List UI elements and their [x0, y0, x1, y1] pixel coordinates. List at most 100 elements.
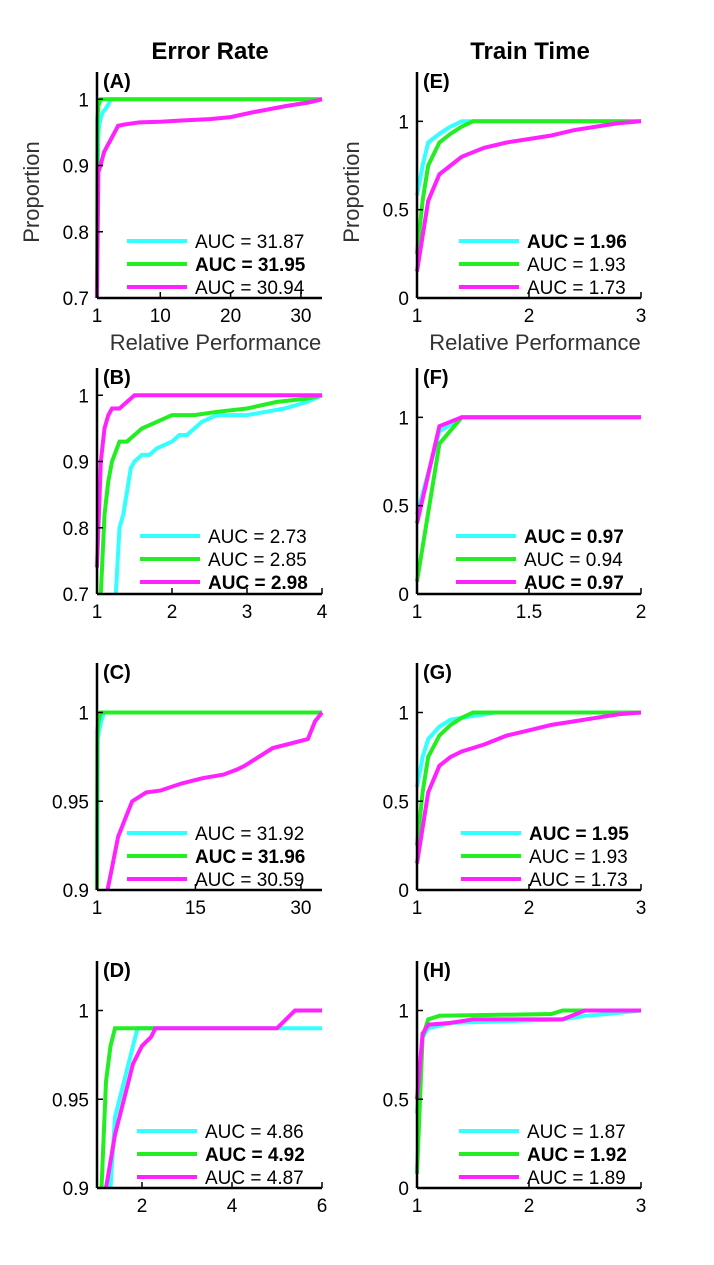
- y-tick-label-f-0: 0: [398, 585, 409, 606]
- y-tick-label-b-3: 1: [78, 386, 89, 407]
- panel-label-a: (A): [103, 71, 131, 93]
- y-tick-label-e-0: 0: [398, 289, 409, 310]
- x-tick-label-b-3: 4: [317, 602, 328, 623]
- panel-label-e: (E): [423, 71, 450, 93]
- y-tick-label-a-2: 0.9: [63, 157, 89, 178]
- legend-label-f-green: AUC = 0.94: [524, 550, 623, 571]
- y-tick-label-g-0: 0: [398, 881, 409, 902]
- y-tick-label-d-2: 1: [78, 1002, 89, 1023]
- x-tick-label-f-1: 1.5: [516, 602, 542, 623]
- legend-label-d-green: AUC = 4.92: [205, 1145, 305, 1166]
- panel-label-g: (G): [423, 662, 452, 684]
- x-tick-label-e-1: 2: [524, 306, 535, 327]
- panel-a: 0.7 0.8 0.9 1 1 10 20 30 (A) Relative Performance…: [19, 71, 323, 355]
- y-tick-label-f-2: 1: [398, 408, 409, 429]
- x-tick-label-f-2: 2: [636, 602, 647, 623]
- x-tick-label-b-0: 1: [92, 602, 103, 623]
- legend-label-h-magenta: AUC = 1.89: [527, 1168, 626, 1189]
- x-tick-label-h-1: 2: [524, 1196, 535, 1217]
- legend-label-a-green: AUC = 31.95: [195, 255, 306, 276]
- x-tick-label-h-0: 1: [412, 1196, 423, 1217]
- legend-label-e-green: AUC = 1.93: [527, 255, 626, 276]
- y-tick-label-f-1: 0.5: [383, 497, 409, 518]
- y-tick-label-g-1: 0.5: [383, 792, 409, 813]
- y-tick-label-a-0: 0.7: [63, 289, 89, 310]
- x-tick-label-b-1: 2: [167, 602, 178, 623]
- legend-label-f-cyan: AUC = 0.97: [524, 527, 624, 548]
- x-tick-label-g-0: 1: [412, 898, 423, 919]
- series-line-d-green: [99, 1026, 156, 1189]
- x-tick-label-b-2: 3: [242, 602, 253, 623]
- series-line-h-magenta: [415, 1008, 641, 1100]
- legend-label-d-magenta: AUC = 4.87: [205, 1168, 304, 1189]
- legend-label-a-cyan: AUC = 31.87: [195, 232, 304, 253]
- legend-label-b-cyan: AUC = 2.73: [208, 527, 307, 548]
- series-line-d-magenta: [104, 1008, 322, 1189]
- y-tick-label-c-0: 0.9: [63, 881, 89, 902]
- legend-label-a-magenta: AUC = 30.94: [195, 278, 305, 299]
- legend-label-c-green: AUC = 31.96: [195, 847, 305, 868]
- column-title-train-time: Train Time: [470, 38, 590, 65]
- y-tick-label-a-1: 0.8: [63, 223, 89, 244]
- y-tick-label-e-2: 1: [398, 112, 409, 133]
- series-line-e-magenta: [415, 119, 642, 272]
- x-tick-label-e-2: 3: [636, 306, 647, 327]
- y-tick-label-c-2: 1: [78, 704, 89, 725]
- y-tick-label-c-1: 0.95: [52, 792, 89, 813]
- series-line-a-magenta: [95, 97, 323, 299]
- legend-label-c-magenta: AUC = 30.59: [195, 870, 304, 891]
- panel-label-d: (D): [103, 960, 131, 982]
- panel-label-b: (B): [103, 367, 131, 389]
- y-tick-label-b-2: 0.9: [63, 453, 89, 474]
- series-line-g-green: [415, 710, 641, 846]
- panel-label-h: (H): [423, 960, 451, 982]
- legend-label-c-cyan: AUC = 31.92: [195, 824, 304, 845]
- x-tick-label-e-0: 1: [412, 306, 423, 327]
- legend-label-g-green: AUC = 1.93: [529, 847, 628, 868]
- x-tick-label-d-1: 4: [227, 1196, 238, 1217]
- y-tick-label-d-1: 0.95: [52, 1090, 89, 1111]
- legend-label-b-green: AUC = 2.85: [208, 550, 307, 571]
- x-tick-label-d-2: 6: [317, 1196, 328, 1217]
- x-tick-label-d-0: 2: [137, 1196, 148, 1217]
- y-tick-label-d-0: 0.9: [63, 1179, 89, 1200]
- x-tick-label-h-2: 3: [636, 1196, 647, 1217]
- panel-e: 0 0.5 1 1 2 3 (E) Relative Performance Proportio…: [339, 71, 646, 355]
- series-line-b-magenta: [95, 393, 322, 568]
- legend-label-b-magenta: AUC = 2.98: [208, 573, 308, 594]
- y-axis-label-a: Proportion: [19, 141, 44, 243]
- series-line-e-green: [415, 119, 641, 255]
- x-tick-label-g-2: 3: [636, 898, 647, 919]
- legend-label-g-magenta: AUC = 1.73: [529, 870, 628, 891]
- y-tick-label-h-0: 0: [398, 1179, 409, 1200]
- x-tick-label-a-0: 1: [92, 306, 103, 327]
- x-tick-label-a-3: 30: [290, 306, 311, 327]
- x-axis-label-e: Relative Performance: [429, 330, 641, 355]
- y-tick-label-g-2: 1: [398, 704, 409, 725]
- y-axis-label-e: Proportion: [339, 141, 364, 243]
- series-line-f-magenta: [415, 415, 641, 524]
- legend-label-f-magenta: AUC = 0.97: [524, 573, 624, 594]
- series-line-g-magenta: [415, 710, 642, 864]
- series-line-b-green: [98, 393, 323, 595]
- legend-label-e-magenta: AUC = 1.73: [527, 278, 626, 299]
- y-tick-label-e-1: 0.5: [383, 201, 409, 222]
- series-line-h-cyan: [415, 1008, 642, 1114]
- x-axis-label-a: Relative Performance: [110, 330, 322, 355]
- legend-label-d-cyan: AUC = 4.86: [205, 1122, 304, 1143]
- legend-label-h-green: AUC = 1.92: [527, 1145, 627, 1166]
- legend-label-e-cyan: AUC = 1.96: [527, 232, 627, 253]
- x-tick-label-c-2: 30: [290, 898, 311, 919]
- panel-label-c: (C): [103, 662, 131, 684]
- series-line-e-cyan: [415, 119, 641, 196]
- x-tick-label-c-1: 15: [185, 898, 206, 919]
- y-tick-label-h-2: 1: [398, 1002, 409, 1023]
- x-tick-label-c-0: 1: [92, 898, 103, 919]
